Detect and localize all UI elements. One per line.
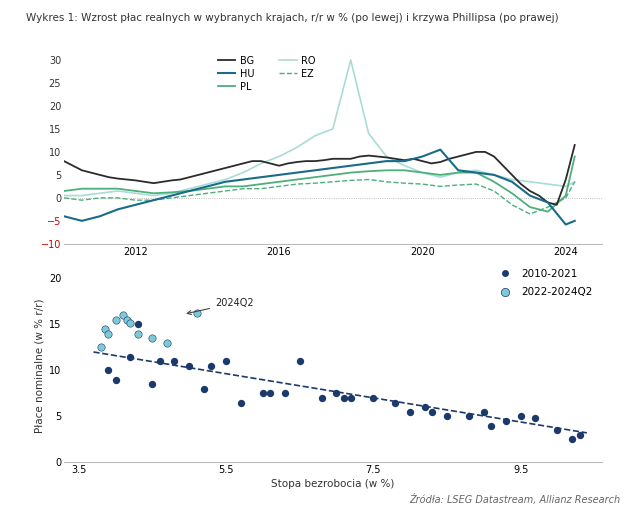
Point [574,431,584,439]
Point [122,316,132,324]
Point [191,309,202,318]
Point [464,412,474,421]
Point [111,375,121,384]
Text: Wykres 1: Wzrost płac realnych w wybranych krajach, r/r w % (po lewej) i krzywa : Wykres 1: Wzrost płac realnych w wybrany… [26,13,558,23]
Point [280,389,290,397]
Point [294,357,305,365]
X-axis label: Stopa bezrobocia (w %): Stopa bezrobocia (w %) [271,479,394,489]
Point [427,407,437,416]
Point [147,334,157,342]
Point [390,398,401,406]
Point [552,426,563,434]
Point [103,366,113,374]
Point [184,362,195,370]
Point [99,325,109,333]
Point [530,414,540,422]
Point [170,357,180,365]
Point [486,422,496,430]
Point [206,362,216,370]
Point [147,380,157,388]
Point [332,389,342,397]
Point [368,394,378,402]
Point [155,357,165,365]
Point [125,319,136,327]
Point [405,407,415,416]
Point [111,316,121,324]
Point [199,385,209,393]
Point [132,330,143,338]
Point [317,394,327,402]
Point [567,435,577,443]
Point [265,389,275,397]
Point [515,412,525,421]
Y-axis label: Płace nominalne (w % r/r): Płace nominalne (w % r/r) [35,299,45,433]
Point [236,398,246,406]
Point [420,403,430,411]
Point [132,321,143,329]
Point [339,394,349,402]
Point [96,343,106,352]
Legend: 2010-2021, 2022-2024Q2: 2010-2021, 2022-2024Q2 [491,265,596,301]
Point [103,330,113,338]
Point [258,389,268,397]
Point [500,417,511,425]
Point [221,357,231,365]
Point [162,339,172,347]
Text: 2024Q2: 2024Q2 [188,298,253,314]
Point [442,412,452,421]
Point [346,394,356,402]
Point [118,311,128,319]
Point [479,407,489,416]
Point [125,353,136,361]
Legend: BG, HU, PL, RO, EZ: BG, HU, PL, RO, EZ [214,52,320,96]
Text: Źródła: LSEG Datastream, Allianz Research: Źródła: LSEG Datastream, Allianz Researc… [410,494,621,505]
